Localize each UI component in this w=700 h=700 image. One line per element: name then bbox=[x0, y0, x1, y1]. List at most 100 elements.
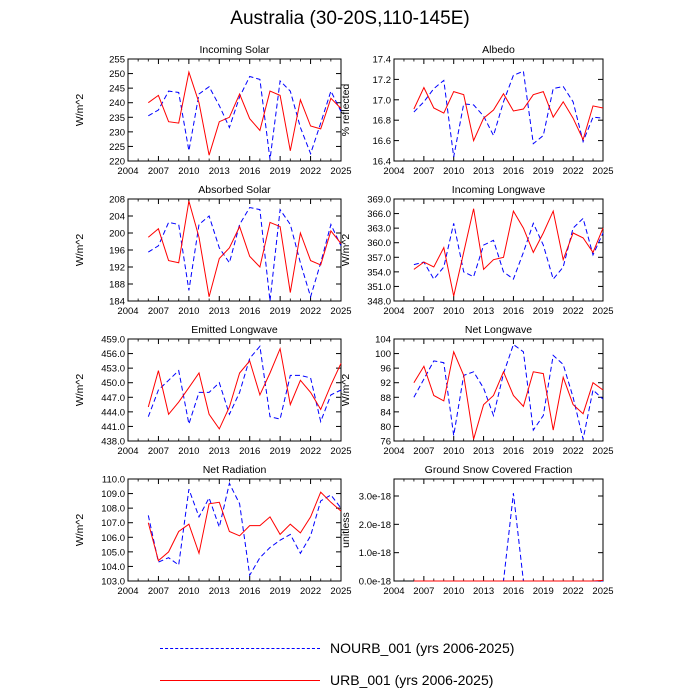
y-tick-label: 3.0e-18 bbox=[359, 492, 391, 503]
x-tick-label: 2016 bbox=[239, 166, 260, 177]
page-title: Australia (30-20S,110-145E) bbox=[230, 8, 470, 29]
y-tick-label: 188 bbox=[109, 280, 125, 291]
x-tick-label: 2025 bbox=[330, 446, 351, 457]
y-tick-label: 360.0 bbox=[367, 238, 391, 249]
series-line-urb-001 bbox=[147, 200, 342, 297]
series-line-urb-001 bbox=[413, 350, 604, 440]
plot-frame bbox=[393, 58, 604, 162]
y-tick-label: 245 bbox=[109, 84, 125, 95]
y-tick-label: 447.0 bbox=[101, 393, 125, 404]
y-tick-label: 88 bbox=[380, 393, 391, 404]
panel-title: Albedo bbox=[482, 44, 515, 56]
series-line-nourb-001 bbox=[148, 75, 342, 160]
y-tick-label: 459.0 bbox=[101, 335, 125, 346]
panel-title: Net Radiation bbox=[203, 464, 267, 476]
x-tick-label: 2004 bbox=[117, 306, 138, 317]
series-line-nourb-001 bbox=[147, 345, 342, 425]
y-tick-label: 250 bbox=[109, 69, 125, 80]
x-tick-label: 2019 bbox=[533, 306, 554, 317]
y-tick-label: 104.0 bbox=[101, 562, 125, 573]
x-tick-label: 2016 bbox=[239, 586, 260, 597]
y-tick-label: 108.0 bbox=[101, 504, 125, 515]
y-tick-label: 76 bbox=[380, 437, 391, 448]
y-tick-label: 17.4 bbox=[373, 55, 392, 66]
plot-frame bbox=[393, 338, 604, 442]
series-line-nourb-001 bbox=[148, 206, 342, 302]
legend-label-urb: URB_001 (yrs 2006-2025) bbox=[330, 672, 494, 688]
x-tick-label: 2010 bbox=[178, 586, 199, 597]
x-tick-label: 2022 bbox=[300, 306, 321, 317]
x-tick-label: 2007 bbox=[413, 166, 434, 177]
x-tick-label: 2016 bbox=[503, 306, 524, 317]
x-tick-label: 2016 bbox=[503, 586, 524, 597]
y-tick-label: 348.0 bbox=[367, 297, 391, 308]
x-tick-label: 2010 bbox=[178, 166, 199, 177]
x-tick-label: 2019 bbox=[533, 446, 554, 457]
legend-label-nourb: NOURB_001 (yrs 2006-2025) bbox=[330, 640, 515, 656]
x-tick-label: 2007 bbox=[148, 306, 169, 317]
y-tick-label: 192 bbox=[109, 263, 125, 274]
y-tick-label: 200 bbox=[109, 229, 125, 240]
y-tick-label: 106.0 bbox=[101, 533, 125, 544]
x-tick-label: 2019 bbox=[533, 586, 554, 597]
y-tick-label: 240 bbox=[109, 98, 125, 109]
y-tick-label: 456.0 bbox=[101, 349, 125, 360]
x-tick-label: 2013 bbox=[473, 586, 494, 597]
y-tick-label: 366.0 bbox=[367, 209, 391, 220]
y-tick-label: 453.0 bbox=[101, 364, 125, 375]
x-tick-label: 2010 bbox=[443, 306, 464, 317]
x-tick-label: 2010 bbox=[178, 306, 199, 317]
y-tick-label: 196 bbox=[109, 246, 125, 257]
panel-title: Absorbed Solar bbox=[198, 184, 271, 196]
x-tick-label: 2022 bbox=[563, 586, 584, 597]
x-tick-label: 2004 bbox=[117, 166, 138, 177]
y-tick-label: 230 bbox=[109, 127, 125, 138]
x-tick-label: 2007 bbox=[413, 306, 434, 317]
x-tick-label: 2007 bbox=[413, 446, 434, 457]
panel-title: Incoming Solar bbox=[199, 44, 270, 56]
y-tick-label: 84 bbox=[380, 407, 391, 418]
series-line-nourb-001 bbox=[413, 493, 603, 582]
y-tick-label: 220 bbox=[109, 157, 125, 168]
legend-item-nourb: NOURB_001 (yrs 2006-2025) bbox=[160, 638, 514, 658]
y-axis-label: W/m^2 bbox=[74, 234, 86, 267]
y-tick-label: 351.0 bbox=[367, 282, 391, 293]
x-tick-label: 2004 bbox=[383, 306, 404, 317]
plot-frame bbox=[127, 58, 342, 162]
y-tick-label: 16.4 bbox=[373, 157, 392, 168]
x-tick-label: 2004 bbox=[383, 586, 404, 597]
chart-grid: Incoming Solar W/m^2 2004 2007 2010 2013 2016 2… bbox=[74, 44, 614, 597]
x-tick-label: 2019 bbox=[533, 166, 554, 177]
x-tick-label: 2025 bbox=[330, 586, 351, 597]
y-tick-label: 208 bbox=[109, 195, 125, 206]
x-tick-label: 2007 bbox=[148, 446, 169, 457]
y-tick-label: 0.0e-18 bbox=[359, 577, 391, 588]
plot-frame bbox=[127, 478, 342, 582]
y-tick-label: 2.0e-18 bbox=[359, 520, 391, 531]
x-tick-label: 2022 bbox=[300, 446, 321, 457]
x-tick-label: 2010 bbox=[443, 446, 464, 457]
x-tick-label: 2025 bbox=[330, 306, 351, 317]
x-tick-label: 2013 bbox=[473, 306, 494, 317]
x-tick-label: 2013 bbox=[473, 166, 494, 177]
x-tick-label: 2025 bbox=[592, 166, 613, 177]
series-line-urb-001 bbox=[147, 491, 342, 562]
x-tick-label: 2013 bbox=[209, 306, 230, 317]
y-tick-label: 363.0 bbox=[367, 224, 391, 235]
series-line-nourb-001 bbox=[413, 217, 604, 281]
x-tick-label: 2019 bbox=[270, 446, 291, 457]
x-tick-label: 2010 bbox=[443, 166, 464, 177]
y-tick-label: 255 bbox=[109, 55, 125, 66]
series-line-urb-001 bbox=[413, 86, 604, 143]
x-tick-label: 2019 bbox=[270, 306, 291, 317]
series-line-nourb-001 bbox=[413, 70, 604, 157]
y-axis-label: unitless bbox=[340, 512, 352, 548]
x-tick-label: 2013 bbox=[209, 586, 230, 597]
x-tick-label: 2022 bbox=[300, 166, 321, 177]
y-tick-label: 16.8 bbox=[373, 116, 392, 127]
x-tick-label: 2025 bbox=[592, 446, 613, 457]
x-tick-label: 2004 bbox=[383, 166, 404, 177]
panel-title: Incoming Longwave bbox=[452, 184, 546, 196]
x-tick-label: 2004 bbox=[117, 446, 138, 457]
y-tick-label: 109.0 bbox=[101, 489, 125, 500]
